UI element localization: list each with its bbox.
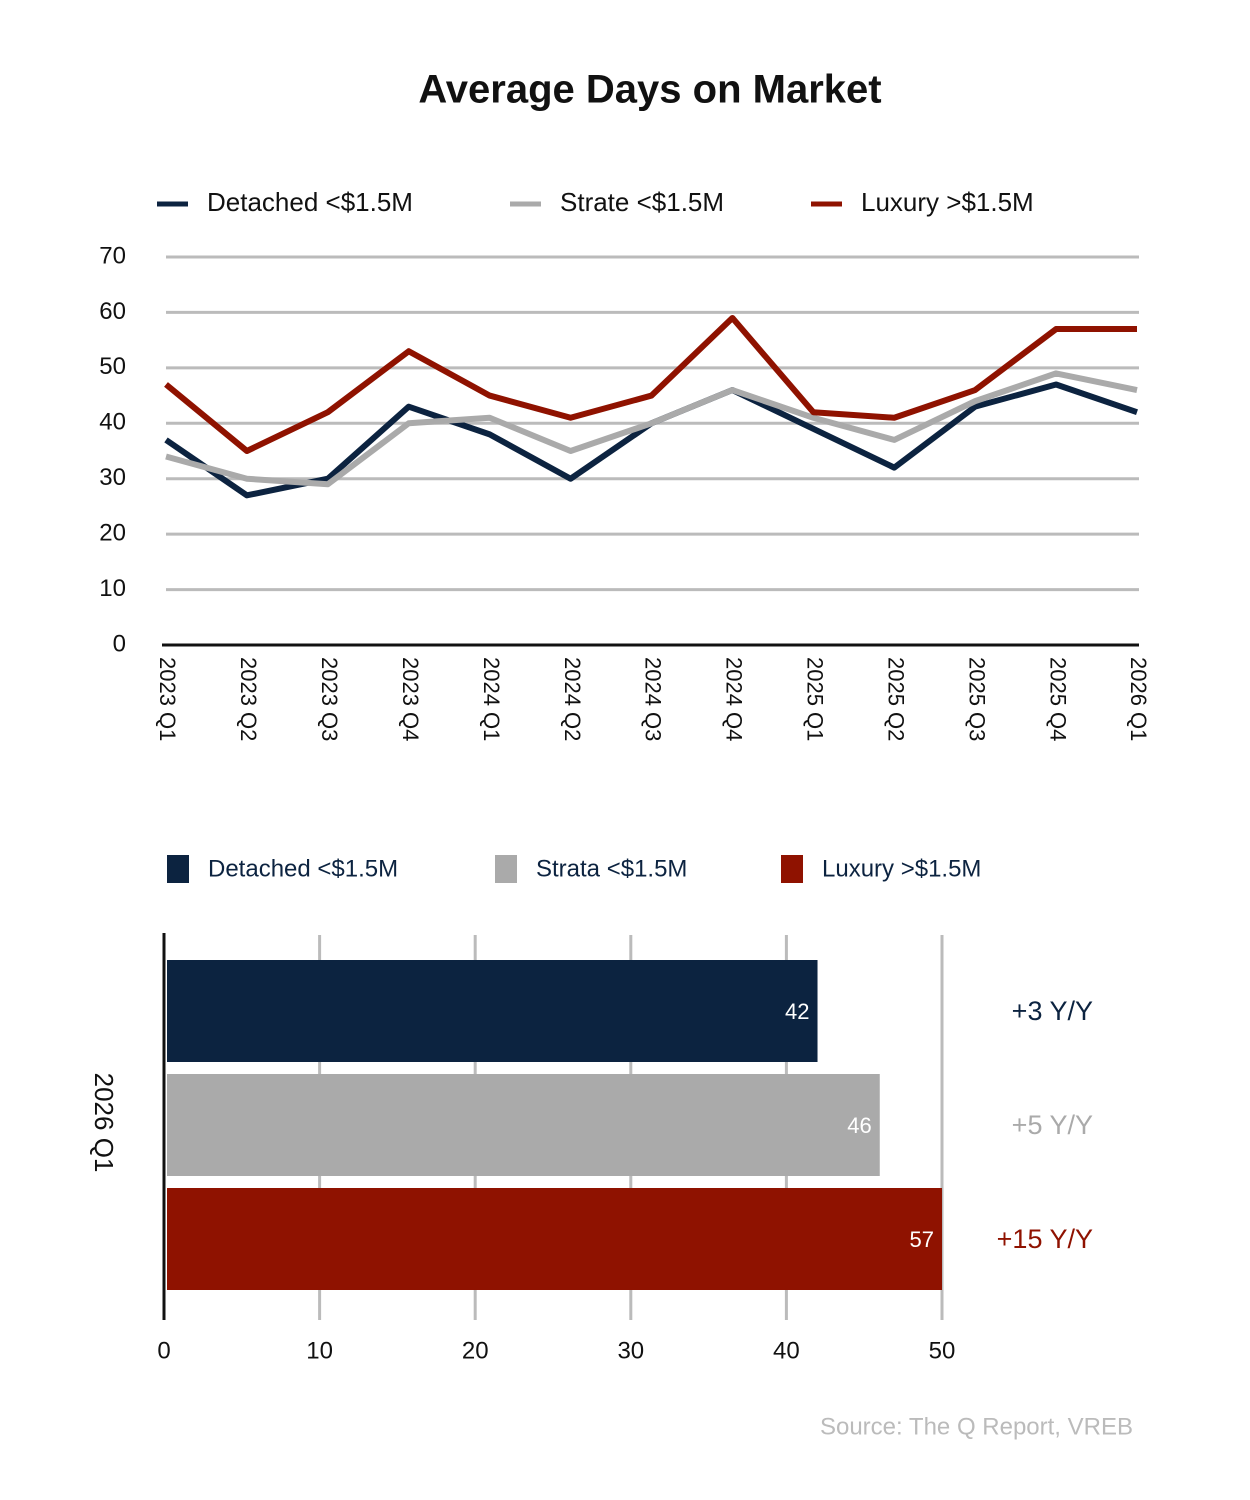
x-tick-label: 2024 Q1 bbox=[479, 657, 504, 741]
legend-swatch bbox=[781, 855, 803, 883]
annotation: +15 Y/Y bbox=[997, 1224, 1093, 1254]
source: Source: The Q Report, VREB bbox=[820, 1413, 1133, 1440]
legend-swatch bbox=[167, 855, 189, 883]
x-tick-label: 10 bbox=[306, 1337, 333, 1364]
legend-label: Strate <$1.5M bbox=[560, 187, 724, 217]
y-tick-label: 2026 Q1 bbox=[89, 1073, 119, 1173]
x-tick-label: 20 bbox=[462, 1337, 489, 1364]
x-tick-label: 2024 Q2 bbox=[560, 657, 585, 741]
bars bbox=[167, 960, 942, 1290]
x-tick-label: 2025 Q3 bbox=[964, 657, 989, 741]
x-tick-label: 2026 Q1 bbox=[1126, 657, 1151, 741]
chart-title: Average Days on Market bbox=[418, 68, 881, 112]
x-tick-label: 50 bbox=[929, 1337, 956, 1364]
y-tick-label: 0 bbox=[113, 630, 126, 657]
legend-label: Detached <$1.5M bbox=[208, 855, 398, 882]
legend-label: Strata <$1.5M bbox=[536, 855, 687, 882]
bar bbox=[167, 1074, 880, 1176]
legend-label: Detached <$1.5M bbox=[207, 187, 413, 217]
y-tick-label: 20 bbox=[99, 519, 126, 546]
x-tick-label: 40 bbox=[773, 1337, 800, 1364]
value-label: 46 bbox=[847, 1113, 871, 1138]
y-tick-label: 30 bbox=[99, 464, 126, 491]
x-tick-label: 0 bbox=[157, 1337, 170, 1364]
x-tick-label: 2025 Q4 bbox=[1045, 657, 1070, 741]
annotation: +3 Y/Y bbox=[1012, 996, 1093, 1026]
x-tick-label: 2024 Q3 bbox=[641, 657, 666, 741]
legend-label: Luxury >$1.5M bbox=[861, 187, 1034, 217]
y-tick-label: 10 bbox=[99, 575, 126, 602]
legend-swatch bbox=[495, 855, 517, 883]
x-tick-label: 2023 Q3 bbox=[317, 657, 342, 741]
bar bbox=[167, 960, 818, 1062]
x-tick-label: 2024 Q4 bbox=[722, 657, 747, 741]
annotation: +5 Y/Y bbox=[1012, 1110, 1093, 1140]
x-tick-label: 2023 Q4 bbox=[398, 657, 423, 741]
value-label: 57 bbox=[910, 1227, 934, 1252]
bar bbox=[167, 1188, 942, 1290]
x-tick-label: 2025 Q2 bbox=[883, 657, 908, 741]
legend-label: Luxury >$1.5M bbox=[822, 855, 981, 882]
value-label: 42 bbox=[785, 999, 809, 1024]
x-tick-label: 2025 Q1 bbox=[803, 657, 828, 741]
y-tick-label: 50 bbox=[99, 353, 126, 380]
line-series bbox=[164, 314, 1137, 454]
y-tick-label: 60 bbox=[99, 298, 126, 325]
x-tick-label: 30 bbox=[617, 1337, 644, 1364]
x-tick-label: 2023 Q2 bbox=[236, 657, 261, 741]
line-series bbox=[165, 370, 1138, 488]
x-tick-label: 2023 Q1 bbox=[155, 657, 180, 741]
y-tick-label: 70 bbox=[99, 242, 126, 269]
y-tick-label: 40 bbox=[99, 409, 126, 436]
